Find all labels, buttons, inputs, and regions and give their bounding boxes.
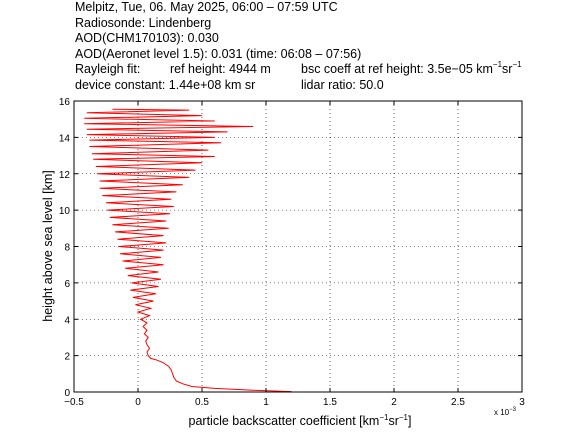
info-header: Melpitz, Tue, 06. May 2025, 06:00 – 07:5… <box>75 0 575 93</box>
ref-height-text: ref height: 4944 m <box>170 62 271 76</box>
x-tick-label: 2 <box>391 397 397 408</box>
x-tick-label: −0.5 <box>64 397 84 408</box>
y-tick-label: 0 <box>64 388 70 399</box>
bsc-unit-exponent: −1 <box>492 59 503 69</box>
y-tick-label: 10 <box>59 206 71 217</box>
y-tick-label: 14 <box>59 133 71 144</box>
y-tick-label: 16 <box>59 97 71 108</box>
x-tick-label: 0 <box>135 397 141 408</box>
radiosonde-line: Radiosonde: Lindenberg <box>75 15 212 30</box>
aod-aeronet-line: AOD(Aeronet level 1.5): 0.031 (time: 06:… <box>75 46 362 61</box>
y-tick-label: 4 <box>64 315 70 326</box>
aod-chm-line: AOD(CHM170103): 0.030 <box>75 31 219 45</box>
x-axis-ticks: −0.5 0 0.5 1 1.5 2 2.5 3 <box>64 101 525 408</box>
bsc-unit-sr-exponent: −1 <box>512 59 522 69</box>
y-tick-label: 12 <box>59 170 71 181</box>
rayleigh-fit-row: Rayleigh fit: ref height: 4944 m bsc coe… <box>75 59 575 78</box>
lidar-ratio-text: lidar ratio: 50.0 <box>301 77 384 92</box>
x-tick-label: 1.5 <box>323 397 337 408</box>
bsc-unit-sr: sr <box>502 62 513 76</box>
x-axis-label: particle backscatter coefficient [km−1sr… <box>189 413 412 428</box>
site-date-line: Melpitz, Tue, 06. May 2025, 06:00 – 07:5… <box>75 0 338 14</box>
device-row: device constant: 1.44e+08 km sr lidar ra… <box>75 78 575 94</box>
x-multiplier: x 10−3 <box>494 407 517 417</box>
y-tick-label: 6 <box>64 279 70 290</box>
x-tick-label: 1 <box>263 397 269 408</box>
bsc-coeff-value: bsc coeff at ref height: 3.5e−05 km <box>301 62 493 76</box>
rayleigh-fit-label: Rayleigh fit: <box>75 62 141 76</box>
y-axis-label: height above sea level [km] <box>41 170 55 321</box>
x-tick-label: 0.5 <box>195 397 209 408</box>
bsc-coeff-text: bsc coeff at ref height: 3.5e−05 km−1sr−… <box>301 59 522 78</box>
backscatter-profile-line <box>84 108 292 393</box>
y-tick-label: 2 <box>64 352 70 363</box>
y-tick-label: 8 <box>64 243 70 254</box>
device-constant-text: device constant: 1.44e+08 km sr <box>75 77 256 92</box>
x-tick-label: 2.5 <box>451 397 465 408</box>
y-axis-ticks: 0 2 4 6 8 10 12 14 16 <box>59 97 522 399</box>
x-tick-label: 3 <box>519 397 525 408</box>
